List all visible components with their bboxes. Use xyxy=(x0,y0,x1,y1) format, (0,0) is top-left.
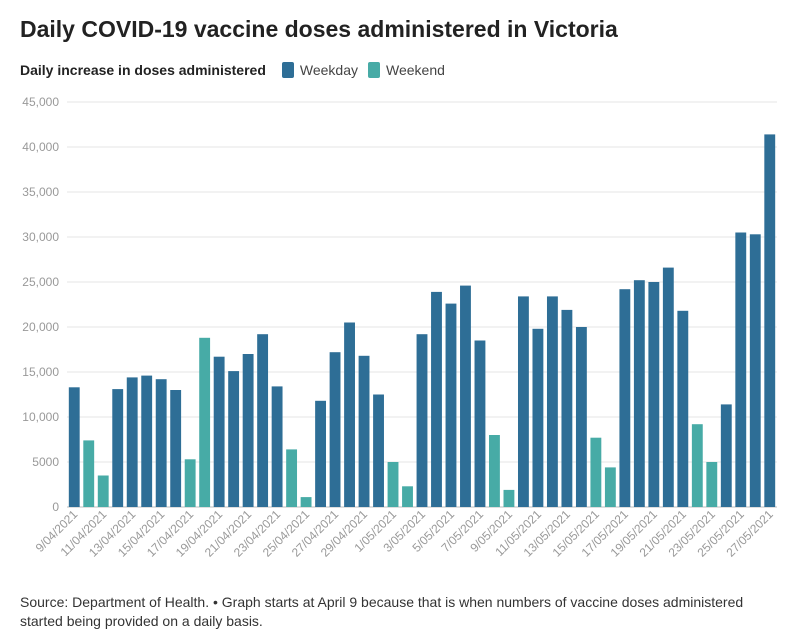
y-tick-label: 25,000 xyxy=(22,275,59,289)
bar[interactable] xyxy=(112,389,124,507)
bar[interactable] xyxy=(575,327,587,507)
bar[interactable] xyxy=(344,322,355,508)
bar[interactable] xyxy=(445,303,457,507)
bar[interactable] xyxy=(213,356,225,507)
bar[interactable] xyxy=(300,497,312,507)
bar[interactable] xyxy=(199,337,211,507)
y-tick-label: 0 xyxy=(52,500,59,514)
bar[interactable] xyxy=(546,296,558,507)
source-note: Source: Department of Health. • Graph st… xyxy=(20,594,744,629)
y-tick-label: 5000 xyxy=(32,455,59,469)
bar[interactable] xyxy=(532,328,544,507)
bar[interactable] xyxy=(184,459,196,507)
bar[interactable] xyxy=(373,394,384,508)
y-tick-label: 15,000 xyxy=(22,365,59,379)
bar[interactable] xyxy=(257,334,269,507)
bar[interactable] xyxy=(97,475,109,508)
chart-title: Daily COVID-19 vaccine doses administere… xyxy=(20,16,618,42)
legend-item-weekday[interactable]: Weekday xyxy=(281,62,358,78)
bar[interactable] xyxy=(387,462,399,507)
bar[interactable] xyxy=(720,404,732,507)
legend-item-weekend[interactable]: Weekend xyxy=(368,62,445,78)
bar[interactable] xyxy=(590,437,602,507)
bar[interactable] xyxy=(619,289,631,507)
bar[interactable] xyxy=(517,296,529,507)
bar[interactable] xyxy=(402,486,413,507)
y-tick-label: 10,000 xyxy=(22,410,59,424)
legend-swatch-weekend xyxy=(368,62,380,78)
bar[interactable] xyxy=(141,375,153,507)
bar[interactable] xyxy=(329,352,341,507)
bar[interactable] xyxy=(604,467,616,507)
y-tick-label: 20,000 xyxy=(22,320,59,334)
legend-swatch-weekday xyxy=(281,62,294,78)
bar[interactable] xyxy=(677,310,689,507)
legend-title: Daily increase in doses administered xyxy=(20,62,266,78)
y-tick-label: 40,000 xyxy=(22,140,59,154)
legend-label-weekday: Weekday xyxy=(299,62,358,78)
bar[interactable] xyxy=(170,390,182,507)
bar[interactable] xyxy=(749,234,761,508)
bar[interactable] xyxy=(633,280,645,507)
bar[interactable] xyxy=(489,435,500,507)
y-tick-label: 45,000 xyxy=(22,95,59,109)
bar[interactable] xyxy=(561,309,573,507)
y-tick-label: 35,000 xyxy=(22,185,59,199)
bar[interactable] xyxy=(691,424,703,507)
bar[interactable] xyxy=(315,400,327,507)
bar[interactable] xyxy=(155,379,167,507)
bar[interactable] xyxy=(286,449,298,507)
bar[interactable] xyxy=(474,340,486,508)
bar[interactable] xyxy=(431,291,442,507)
bar[interactable] xyxy=(271,386,283,507)
bar[interactable] xyxy=(735,232,747,508)
bar[interactable] xyxy=(706,462,718,507)
bar[interactable] xyxy=(242,354,254,507)
bar[interactable] xyxy=(764,134,776,507)
bar[interactable] xyxy=(83,440,95,507)
bar[interactable] xyxy=(126,377,138,507)
y-tick-label: 30,000 xyxy=(22,230,59,244)
bar[interactable] xyxy=(416,334,428,507)
bar-chart: 0 5000 10,000 15,000 20,000 25,000 30,000 35,00… xyxy=(22,95,777,560)
bar[interactable] xyxy=(662,267,674,507)
bar[interactable] xyxy=(648,282,660,507)
bar[interactable] xyxy=(503,489,515,507)
bar[interactable] xyxy=(358,355,370,507)
bar[interactable] xyxy=(68,387,80,507)
bar[interactable] xyxy=(460,285,471,507)
legend-label-weekend: Weekend xyxy=(386,62,445,78)
bar[interactable] xyxy=(228,371,240,507)
legend: Daily increase in doses administered Wee… xyxy=(20,62,455,78)
